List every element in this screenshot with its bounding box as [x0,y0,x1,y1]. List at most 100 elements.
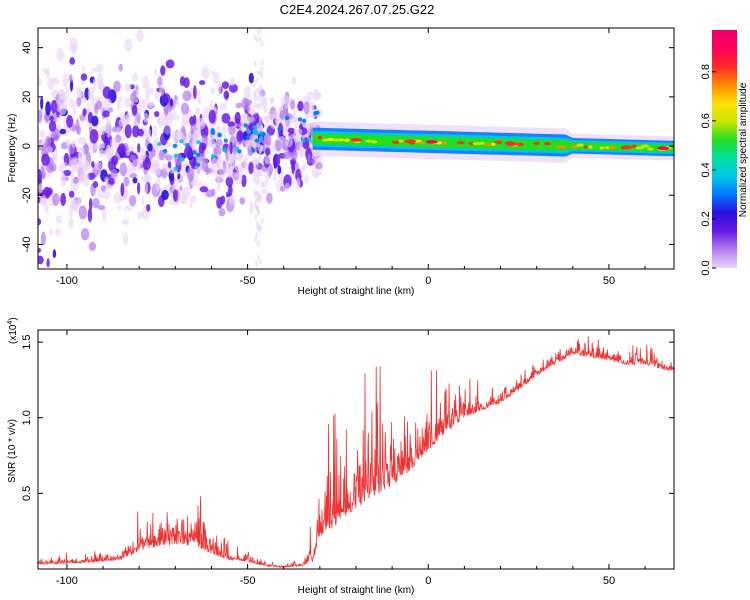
spectrogram-blob [41,153,50,166]
spectrogram-blob [228,184,233,197]
spectrogram-blob [264,170,271,183]
spectrogram-blob [196,140,201,145]
spectrogram-blob [179,139,184,144]
spectrogram-blob [182,90,192,102]
spectrogram-peak [317,135,322,140]
y-tick-label: 20 [21,91,33,103]
spectrogram-blob [137,112,141,124]
spectrogram-blob [46,187,53,196]
spectrogram-blob [258,259,262,266]
y-tick-label: 1.0 [21,410,33,425]
spectrogram-blob [254,138,260,143]
spectrogram-blob [210,70,215,76]
spectrogram-blob [197,96,202,105]
spectrogram-blob [300,164,304,176]
spectrogram-blob [157,115,164,128]
spectrogram-blob [179,76,186,87]
spectrogram-blob [151,149,156,158]
spectrogram-blob [38,139,44,149]
spectrogram-blob [221,81,230,89]
spectrogram-blob [164,124,171,135]
spectrogram-blob [44,136,52,148]
spectrogram-blob [254,236,258,243]
spectrogram-blob [201,157,209,173]
spectrogram-peak [571,145,579,149]
spectrogram-blob [256,29,260,36]
spectrogram-blob [83,142,89,156]
spectrogram-blob [118,63,123,72]
snr-panel: -100 -50 0 50 0.5 1.0 1.5 Height of straight … [7,317,675,596]
spectrogram-blob [299,149,304,159]
spectrogram-blob [255,220,259,227]
spectrogram-blob [253,125,258,130]
spectrogram-blob [249,109,258,115]
spectrogram-peak [523,141,529,145]
spectrogram-blob [257,126,260,133]
spectrogram-blob [258,155,262,162]
spectrogram-blob [253,202,257,209]
spectrogram-blob [46,258,50,268]
spectrogram-blob [153,125,157,138]
spectrogram-blob [211,165,219,175]
spectrogram-peak [376,138,383,142]
spectrogram-blob [307,137,312,142]
spectrogram-blob [98,149,105,158]
spectrogram-blob [139,147,147,162]
spectrogram-blob [277,165,282,175]
spectrogram-blob [185,143,190,148]
spectrogram-blob [38,183,44,194]
spectrogram-blob [239,197,246,205]
spectrogram-blob [68,74,73,83]
spectrogram-blob [40,197,48,205]
spectrogram-blob [123,205,133,211]
spectrogram-blob [257,170,261,177]
spectrogram-blob [191,139,197,154]
spectrogram-peak [456,141,465,145]
spectrogram-y-axis: -40 -20 0 20 40 [21,42,674,252]
spectrogram-blob [102,142,106,148]
spectrogram-blob [243,86,252,99]
spectrogram-blob [97,204,106,211]
spectrogram-peak [621,145,633,149]
spectrogram-peak [516,142,525,146]
spectrogram-blob [311,157,316,165]
chart-title: C2E4.2024.267.07.25.G22 [280,2,435,17]
spectrogram-blob [71,139,77,148]
spectrogram-blob [146,101,155,107]
spectrogram-peak [491,142,496,146]
spectrogram-blob [254,213,258,220]
spectrogram-blob [69,97,74,107]
spectrogram-peak [529,142,534,147]
spectrogram-blob [49,229,53,236]
spectrogram-blob [77,169,86,184]
spectrogram-blob [225,176,234,188]
spectrogram-blob [256,159,260,166]
spectrogram-blob [102,190,112,200]
spectrogram-blob [174,178,178,186]
spectrogram-blob [175,131,185,140]
spectrogram-blob [68,216,74,230]
spectrogram-blob [273,171,277,182]
spectrogram-blob [303,101,310,115]
spectrogram-blob [114,175,119,185]
spectrogram-peak [604,146,610,150]
spectrogram-blob [38,109,43,123]
spectrogram-blob [199,80,206,86]
spectrogram-blob [260,100,263,107]
spectrogram-blob [40,97,44,110]
spectrogram-blob [260,73,264,79]
spectrogram-blob [259,92,263,99]
spectrogram-blob [180,195,189,205]
spectrogram-blob [284,115,290,121]
spectrogram-blob [132,125,140,138]
spectrogram-blob [256,70,260,77]
spectrogram-blob [170,98,173,107]
spectrogram-blob [63,169,72,177]
spectrogram-blob [69,57,75,65]
spectrogram-blob [222,147,227,153]
spectrogram-blob [193,85,197,100]
spectrogram-y-label: Frequency (Hz) [7,114,18,183]
spectrogram-blob [235,102,243,109]
y-tick-label: 1.5 [21,334,33,349]
spectrogram-blob [119,162,128,176]
